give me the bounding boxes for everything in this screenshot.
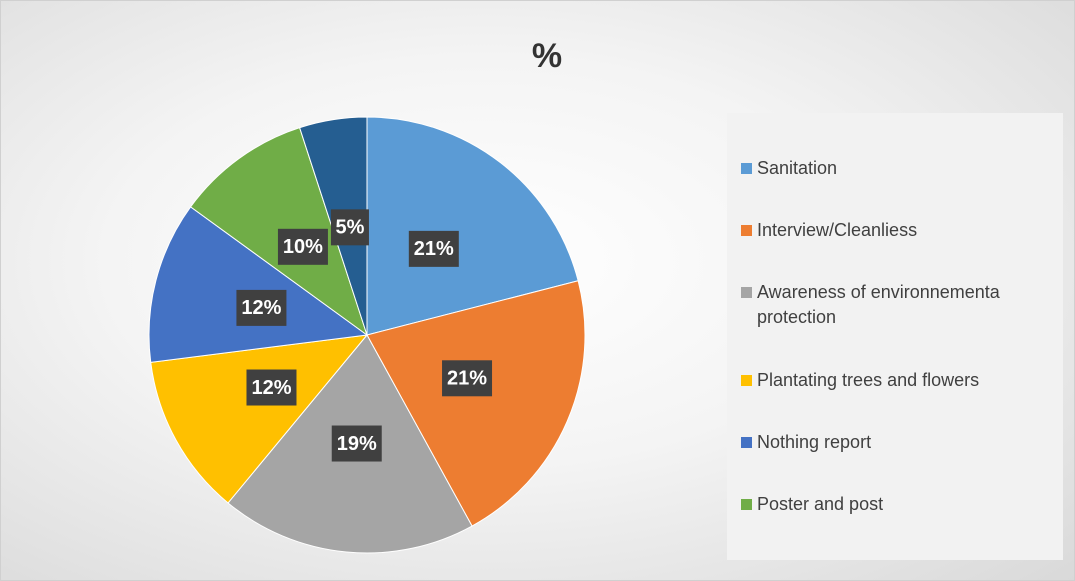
- pie-slice: [366, 280, 586, 527]
- data-label-box: [442, 360, 493, 397]
- data-label-box: [277, 228, 328, 265]
- data-label: 21%: [447, 368, 487, 390]
- data-label-box: [236, 289, 287, 326]
- data-label: 12%: [251, 377, 291, 399]
- legend-label: Awareness of environnementa protection: [757, 282, 1000, 328]
- pie-slice: [148, 206, 369, 363]
- legend-item: Plantating trees and flowers: [741, 368, 1053, 393]
- legend-swatch: [741, 374, 752, 386]
- data-label: 10%: [283, 236, 323, 258]
- data-label: 21%: [414, 238, 454, 260]
- legend-swatch: [741, 225, 752, 237]
- pie-slice: [150, 334, 369, 504]
- data-label: 12%: [241, 297, 281, 319]
- legend-swatch: [741, 287, 752, 299]
- legend-label: Interview/Cleanliess: [757, 220, 918, 241]
- data-label-box: [408, 230, 459, 267]
- data-label-box: [246, 369, 297, 406]
- legend-swatch: [741, 498, 752, 510]
- data-label-box: [331, 425, 382, 462]
- data-label: 19%: [337, 433, 377, 455]
- pie-slice: [366, 116, 579, 336]
- legend-label: Plantating trees and flowers: [757, 369, 980, 390]
- legend: Sanitation Interview/Cleanliess Awareness …: [727, 113, 1063, 560]
- legend-item: Awareness of environnementa protection: [741, 280, 1053, 330]
- legend-item: Poster and post: [741, 492, 1053, 517]
- legend-label: Nothing report: [757, 431, 872, 452]
- legend-item: Interview/Cleanliess: [741, 218, 1053, 243]
- legend-label: Sanitation: [757, 158, 838, 179]
- legend-swatch: [741, 163, 752, 175]
- legend-swatch: [741, 436, 752, 448]
- chart-title: %: [532, 37, 562, 75]
- legend-item: Nothing report: [741, 430, 1053, 455]
- data-label-box: [330, 209, 369, 246]
- legend-item: Sanitation: [741, 156, 1053, 181]
- data-label: 5%: [335, 217, 364, 239]
- legend-label: Poster and post: [757, 493, 884, 514]
